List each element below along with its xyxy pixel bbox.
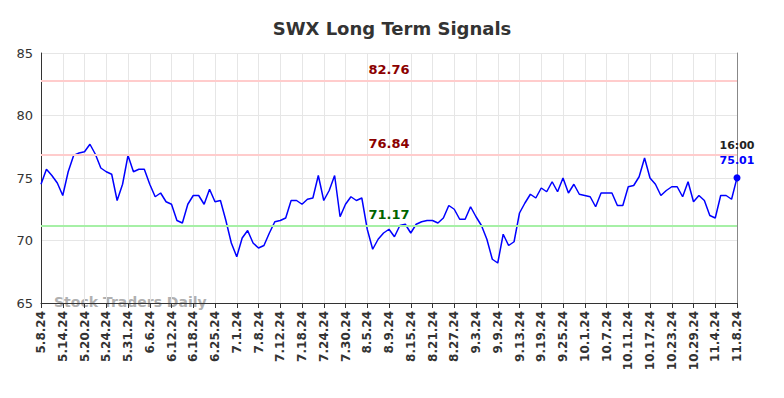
svg-text:6.18.24: 6.18.24 — [186, 311, 200, 362]
svg-text:6.25.24: 6.25.24 — [208, 311, 222, 362]
svg-text:75.01: 75.01 — [720, 154, 755, 167]
svg-text:8.9.24: 8.9.24 — [382, 311, 396, 354]
svg-text:11.8.24: 11.8.24 — [730, 311, 744, 362]
svg-text:70: 70 — [16, 233, 33, 248]
svg-text:71.17: 71.17 — [368, 207, 409, 222]
svg-text:6.12.24: 6.12.24 — [165, 311, 179, 362]
svg-text:7.8.24: 7.8.24 — [252, 311, 266, 354]
svg-text:10.11.24: 10.11.24 — [621, 311, 635, 370]
svg-text:5.8.24: 5.8.24 — [34, 311, 48, 354]
svg-text:75: 75 — [16, 171, 33, 186]
svg-text:5.24.24: 5.24.24 — [99, 311, 113, 362]
svg-text:10.23.24: 10.23.24 — [665, 311, 679, 370]
svg-text:65: 65 — [16, 296, 33, 311]
svg-text:80: 80 — [16, 108, 33, 123]
svg-text:8.21.24: 8.21.24 — [426, 311, 440, 362]
svg-text:8.27.24: 8.27.24 — [447, 311, 461, 362]
svg-text:7.1.24: 7.1.24 — [230, 311, 244, 354]
svg-text:10.1.24: 10.1.24 — [578, 311, 592, 362]
svg-text:7.12.24: 7.12.24 — [273, 311, 287, 362]
svg-text:7.24.24: 7.24.24 — [317, 311, 331, 362]
svg-text:11.4.24: 11.4.24 — [708, 311, 722, 362]
svg-text:5.14.24: 5.14.24 — [56, 311, 70, 362]
svg-text:6.6.24: 6.6.24 — [143, 311, 157, 354]
svg-text:7.30.24: 7.30.24 — [339, 311, 353, 362]
svg-text:9.13.24: 9.13.24 — [513, 311, 527, 362]
svg-text:8.15.24: 8.15.24 — [404, 311, 418, 362]
svg-text:76.84: 76.84 — [368, 136, 409, 151]
svg-text:5.31.24: 5.31.24 — [121, 311, 135, 362]
svg-text:9.9.24: 9.9.24 — [491, 311, 505, 354]
svg-text:10.29.24: 10.29.24 — [687, 311, 701, 370]
svg-text:10.17.24: 10.17.24 — [643, 311, 657, 370]
svg-text:7.18.24: 7.18.24 — [295, 311, 309, 362]
svg-text:5.20.24: 5.20.24 — [78, 311, 92, 362]
svg-text:82.76: 82.76 — [368, 62, 409, 77]
svg-text:16:00: 16:00 — [719, 139, 754, 152]
svg-text:9.3.24: 9.3.24 — [469, 311, 483, 354]
svg-text:9.19.24: 9.19.24 — [534, 311, 548, 362]
svg-text:9.25.24: 9.25.24 — [556, 311, 570, 362]
svg-text:Stock Traders Daily: Stock Traders Daily — [54, 294, 207, 310]
svg-text:10.7.24: 10.7.24 — [600, 311, 614, 362]
svg-text:SWX Long Term Signals: SWX Long Term Signals — [273, 18, 512, 39]
svg-text:8.5.24: 8.5.24 — [360, 311, 374, 354]
svg-text:85: 85 — [16, 46, 33, 61]
